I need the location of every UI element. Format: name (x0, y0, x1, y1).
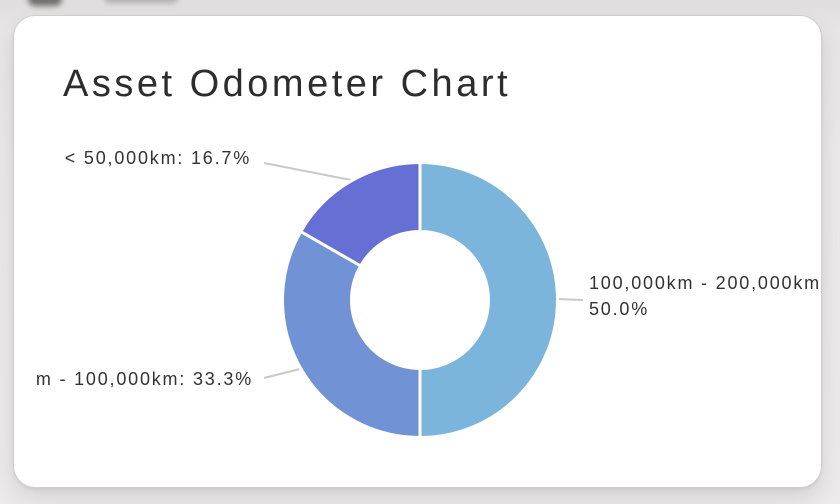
callout-label-lt50k: < 50,000km: 16.7% (64, 148, 251, 168)
top-edge-artifact-light (104, 0, 178, 3)
top-edge-artifact-dark (28, 0, 62, 6)
donut-chart-area: < 50,000km: 16.7% 50,000km - 100,000km: … (37, 121, 821, 471)
page-title: Asset Odometer Chart (63, 63, 512, 105)
donut-segment-1[interactable] (281, 230, 422, 439)
chart-card: Asset Odometer Chart < 50,000km: 16.7% 5… (13, 15, 822, 488)
leader-line-high-range (554, 298, 584, 301)
callout-label-high-range-line1: 100,000km - 200,000km: (589, 273, 821, 293)
donut-segment-0[interactable] (418, 161, 559, 439)
leader-line-lt50k (263, 162, 352, 181)
donut-segments-group (281, 161, 559, 439)
donut-segment-2[interactable] (299, 161, 422, 268)
callout-label-high-range-line2: 50.0% (589, 299, 650, 319)
donut-chart (263, 161, 584, 439)
leader-line-mid-range (263, 368, 301, 379)
callout-label-high-range: 100,000km - 200,000km: 50.0% (589, 270, 821, 322)
callout-label-mid-range: 50,000km - 100,000km: 33.3% (37, 369, 253, 389)
